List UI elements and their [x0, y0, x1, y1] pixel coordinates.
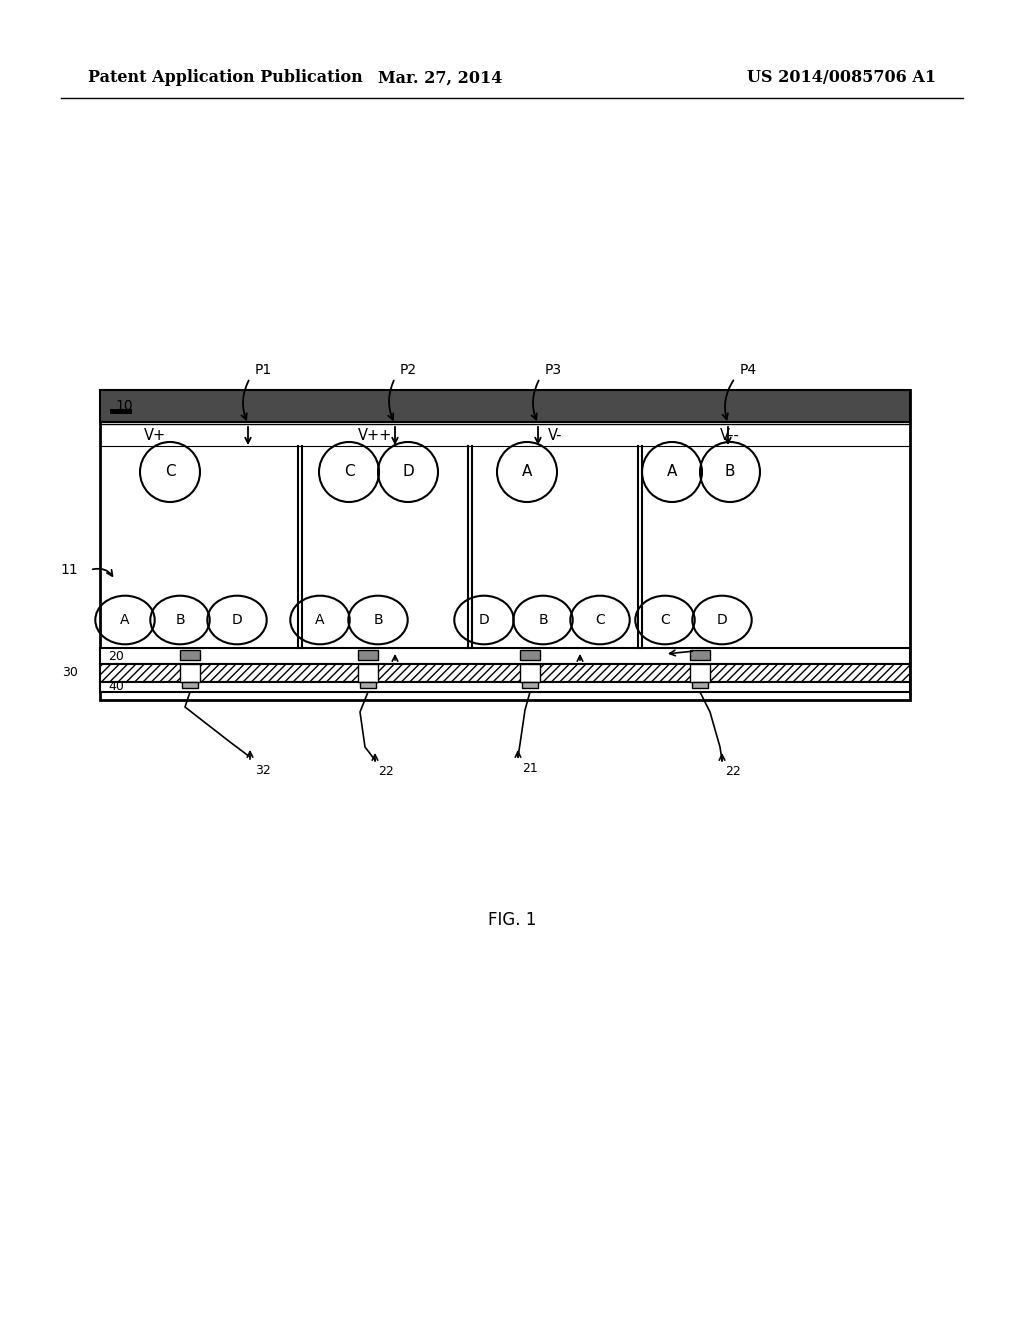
Bar: [100, 389, 910, 700]
Bar: [358, 664, 378, 682]
Text: P4: P4: [740, 363, 757, 378]
Text: V-: V-: [548, 429, 562, 444]
Text: FIG. 1: FIG. 1: [487, 911, 537, 929]
Text: P1: P1: [255, 363, 272, 378]
Text: A: A: [120, 612, 130, 627]
Bar: [100, 664, 910, 682]
Text: 21: 21: [522, 762, 538, 775]
Bar: [360, 682, 376, 688]
Text: P2: P2: [400, 363, 417, 378]
Text: C: C: [595, 612, 605, 627]
Text: 32: 32: [255, 764, 270, 777]
Text: B: B: [539, 612, 548, 627]
Bar: [100, 648, 910, 664]
Bar: [180, 664, 200, 682]
Text: 10: 10: [115, 399, 133, 413]
Text: B: B: [725, 465, 735, 479]
Text: C: C: [660, 612, 670, 627]
Text: A: A: [315, 612, 325, 627]
Bar: [182, 682, 198, 688]
Text: B: B: [373, 612, 383, 627]
Bar: [522, 682, 538, 688]
Text: D: D: [478, 612, 489, 627]
Text: 40: 40: [108, 681, 124, 693]
Text: D: D: [717, 612, 727, 627]
Text: C: C: [344, 465, 354, 479]
Text: V+: V+: [144, 429, 166, 444]
Text: Mar. 27, 2014: Mar. 27, 2014: [378, 70, 502, 87]
Bar: [100, 389, 910, 422]
Text: D: D: [402, 465, 414, 479]
Bar: [690, 664, 710, 682]
Bar: [358, 649, 378, 660]
Text: 20: 20: [108, 649, 124, 663]
Text: A: A: [667, 465, 677, 479]
Bar: [520, 664, 540, 682]
Text: 30: 30: [62, 667, 78, 680]
Text: A: A: [522, 465, 532, 479]
Text: 22: 22: [725, 766, 740, 777]
Text: B: B: [175, 612, 184, 627]
Text: V--: V--: [720, 429, 740, 444]
Text: V++: V++: [357, 429, 392, 444]
Bar: [692, 682, 708, 688]
Bar: [690, 649, 710, 660]
Text: Patent Application Publication: Patent Application Publication: [88, 70, 362, 87]
Text: US 2014/0085706 A1: US 2014/0085706 A1: [746, 70, 936, 87]
Bar: [100, 682, 910, 692]
Text: C: C: [165, 465, 175, 479]
Bar: [520, 649, 540, 660]
Text: 11: 11: [60, 564, 78, 577]
Bar: [180, 649, 200, 660]
Bar: [110, 409, 132, 414]
Text: 22: 22: [378, 766, 394, 777]
Text: D: D: [231, 612, 243, 627]
Text: P3: P3: [545, 363, 562, 378]
